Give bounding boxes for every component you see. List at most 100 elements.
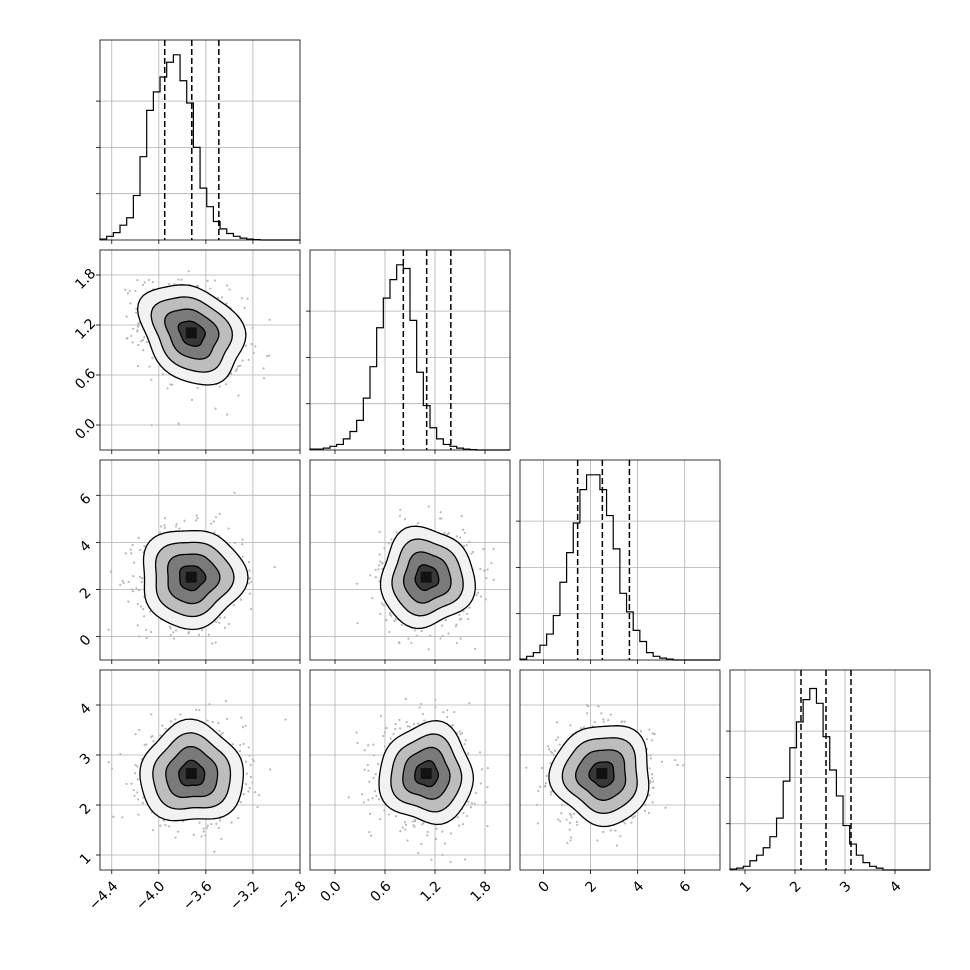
scatter-point <box>461 732 464 735</box>
scatter-point <box>151 280 154 284</box>
scatter-point <box>632 816 635 819</box>
scatter-point <box>251 326 254 330</box>
scatter-point <box>379 560 382 563</box>
scatter-point <box>464 858 467 861</box>
scatter-point <box>249 607 253 611</box>
scatter-point <box>213 279 217 282</box>
y-tick-label: 2 <box>77 585 95 603</box>
scatter-point <box>462 544 466 548</box>
scatter-point <box>449 860 452 864</box>
scatter-point <box>356 741 359 745</box>
scatter-point <box>556 721 559 724</box>
scatter-point <box>362 801 366 804</box>
scatter-point <box>241 555 244 558</box>
contour-line <box>548 725 650 828</box>
scatter-point <box>440 517 443 520</box>
scatter-point <box>383 809 386 812</box>
scatter-point <box>209 522 213 525</box>
scatter-point <box>602 830 605 834</box>
histogram-step <box>309 264 510 451</box>
scatter-point <box>176 830 179 833</box>
scatter-point <box>556 736 560 739</box>
scatter-point <box>206 279 209 282</box>
scatter-point <box>249 763 252 766</box>
x-tick-label: −3.2 <box>227 878 262 913</box>
scatter-point <box>379 818 382 821</box>
scatter-point <box>403 821 407 824</box>
scatter-point <box>383 745 386 748</box>
scatter-point <box>607 718 610 722</box>
scatter-point <box>180 278 183 281</box>
scatter-point <box>138 575 142 579</box>
scatter-point <box>568 828 571 831</box>
scatter-point <box>368 780 371 783</box>
scatter-point <box>168 825 171 828</box>
scatter-point <box>128 289 131 293</box>
panel-content <box>355 505 495 651</box>
scatter-point <box>600 712 603 715</box>
scatter-point <box>174 525 178 528</box>
contour-line <box>177 320 206 347</box>
scatter-point <box>136 791 139 794</box>
scatter-point <box>406 725 410 728</box>
scatter-point <box>149 630 153 634</box>
scatter-point <box>404 823 408 826</box>
scatter-point <box>650 739 653 742</box>
scatter-point <box>163 526 167 530</box>
contour-line <box>378 720 475 826</box>
scatter-point <box>597 705 600 708</box>
scatter-point <box>137 813 140 816</box>
scatter-point <box>401 826 404 829</box>
scatter-point <box>441 624 444 627</box>
scatter-point <box>141 576 144 580</box>
scatter-point <box>363 749 366 752</box>
scatter-point <box>664 806 667 809</box>
axes-frame <box>519 459 721 661</box>
scatter-point <box>369 574 372 577</box>
scatter-point <box>136 279 139 282</box>
scatter-point <box>389 737 392 740</box>
scatter-point <box>204 834 207 837</box>
scatter-point <box>136 364 139 368</box>
scatter-point <box>449 832 452 835</box>
scatter-point <box>559 820 562 823</box>
scatter-point <box>137 344 140 347</box>
scatter-point <box>421 712 424 716</box>
scatter-point <box>609 713 612 716</box>
scatter-point <box>205 826 208 830</box>
scatter-point <box>420 842 423 846</box>
scatter-point <box>544 782 547 785</box>
scatter-point <box>237 394 240 397</box>
scatter-point <box>239 743 242 747</box>
scatter-point <box>375 794 378 798</box>
scatter-point <box>475 593 478 597</box>
scatter-point <box>643 809 647 812</box>
scatter-point <box>486 766 489 770</box>
scatter-point <box>134 772 137 775</box>
scatter-point <box>412 722 415 726</box>
scatter-point <box>479 782 482 785</box>
scatter-point <box>376 762 380 766</box>
scatter-point <box>413 820 417 823</box>
scatter-point <box>219 819 222 822</box>
scatter-point <box>547 748 551 751</box>
scatter-point <box>247 358 250 361</box>
scatter-point <box>569 724 572 727</box>
scatter-point <box>367 798 370 801</box>
scatter-point <box>394 723 397 726</box>
contour-line <box>179 565 207 592</box>
scatter-point <box>387 542 390 545</box>
scatter-point <box>463 531 467 535</box>
scatter-point <box>136 765 139 768</box>
scatter-point <box>230 821 233 824</box>
scatter-point <box>172 637 175 640</box>
scatter-point <box>473 802 476 805</box>
y-tick-label: 6 <box>77 491 95 509</box>
scatter-point <box>234 369 237 373</box>
scatter-point <box>570 816 573 819</box>
scatter-point <box>206 824 209 827</box>
scatter-point <box>248 582 251 585</box>
contour-line <box>164 308 220 360</box>
scatter-point <box>479 595 482 598</box>
scatter-point <box>442 711 445 714</box>
